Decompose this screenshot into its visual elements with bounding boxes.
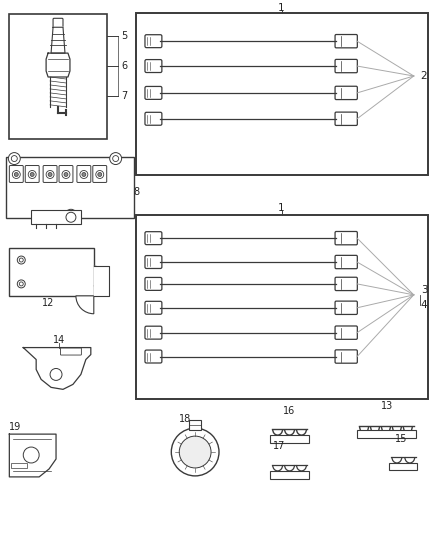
Text: 4: 4 xyxy=(420,300,426,310)
FancyBboxPatch shape xyxy=(145,35,162,47)
Circle shape xyxy=(65,209,77,221)
Polygon shape xyxy=(23,348,91,389)
Wedge shape xyxy=(76,296,94,314)
Circle shape xyxy=(19,258,23,262)
FancyBboxPatch shape xyxy=(334,231,357,245)
Circle shape xyxy=(48,173,52,176)
Bar xyxy=(9,14,106,139)
FancyBboxPatch shape xyxy=(53,18,63,28)
FancyBboxPatch shape xyxy=(145,232,162,245)
Bar xyxy=(6,157,133,218)
FancyBboxPatch shape xyxy=(9,166,23,182)
Text: 19: 19 xyxy=(9,422,21,432)
Text: 8: 8 xyxy=(133,188,139,197)
FancyBboxPatch shape xyxy=(77,166,91,182)
FancyBboxPatch shape xyxy=(145,301,162,314)
Polygon shape xyxy=(51,27,65,53)
Text: 15: 15 xyxy=(394,434,406,444)
Circle shape xyxy=(50,368,62,381)
Circle shape xyxy=(12,171,20,179)
Text: 5: 5 xyxy=(121,31,127,41)
Text: 14: 14 xyxy=(53,335,65,345)
FancyBboxPatch shape xyxy=(334,35,357,48)
FancyBboxPatch shape xyxy=(145,86,162,99)
Polygon shape xyxy=(94,266,109,296)
Circle shape xyxy=(17,256,25,264)
FancyBboxPatch shape xyxy=(145,112,162,125)
Text: 6: 6 xyxy=(121,61,127,71)
Bar xyxy=(11,463,27,468)
Circle shape xyxy=(8,152,20,165)
Circle shape xyxy=(23,447,39,463)
Polygon shape xyxy=(46,53,70,77)
Text: 17: 17 xyxy=(273,441,285,451)
Circle shape xyxy=(46,171,54,179)
Bar xyxy=(135,215,427,399)
Circle shape xyxy=(28,171,36,179)
FancyBboxPatch shape xyxy=(334,326,357,340)
FancyBboxPatch shape xyxy=(92,166,106,182)
Circle shape xyxy=(171,428,219,476)
Bar xyxy=(189,420,201,430)
Text: 13: 13 xyxy=(380,401,392,411)
FancyBboxPatch shape xyxy=(25,166,39,182)
Bar xyxy=(31,211,81,224)
Circle shape xyxy=(113,156,118,161)
Text: 1: 1 xyxy=(278,3,284,13)
FancyBboxPatch shape xyxy=(334,301,357,314)
FancyBboxPatch shape xyxy=(145,255,162,269)
Text: 3: 3 xyxy=(420,285,426,295)
FancyBboxPatch shape xyxy=(334,86,357,100)
FancyBboxPatch shape xyxy=(334,112,357,125)
Bar xyxy=(269,435,309,443)
Bar xyxy=(388,463,416,470)
Circle shape xyxy=(68,212,74,218)
Circle shape xyxy=(17,280,25,288)
Circle shape xyxy=(98,173,102,176)
FancyBboxPatch shape xyxy=(334,277,357,290)
FancyBboxPatch shape xyxy=(43,166,57,182)
Bar xyxy=(135,13,427,175)
Circle shape xyxy=(19,282,23,286)
Bar xyxy=(356,430,415,438)
FancyBboxPatch shape xyxy=(334,59,357,72)
Bar xyxy=(50,77,66,107)
Circle shape xyxy=(66,212,76,222)
Circle shape xyxy=(11,156,17,161)
Polygon shape xyxy=(9,434,56,477)
FancyBboxPatch shape xyxy=(59,166,73,182)
Circle shape xyxy=(14,173,18,176)
Circle shape xyxy=(80,171,88,179)
Circle shape xyxy=(62,171,70,179)
Circle shape xyxy=(30,173,34,176)
FancyBboxPatch shape xyxy=(145,326,162,339)
Text: 18: 18 xyxy=(179,414,191,424)
FancyBboxPatch shape xyxy=(145,350,162,363)
FancyBboxPatch shape xyxy=(145,60,162,72)
Circle shape xyxy=(179,436,211,468)
Text: 2: 2 xyxy=(420,71,426,81)
Circle shape xyxy=(110,152,121,165)
Text: 16: 16 xyxy=(283,406,295,416)
FancyBboxPatch shape xyxy=(334,350,357,363)
Bar xyxy=(269,471,309,479)
Circle shape xyxy=(95,171,103,179)
Text: 1: 1 xyxy=(278,203,284,213)
FancyBboxPatch shape xyxy=(60,348,81,355)
Bar xyxy=(9,248,94,296)
Circle shape xyxy=(82,173,86,176)
Circle shape xyxy=(64,173,68,176)
FancyBboxPatch shape xyxy=(334,255,357,269)
FancyBboxPatch shape xyxy=(145,278,162,290)
Text: 12: 12 xyxy=(42,298,54,308)
Text: 7: 7 xyxy=(121,91,127,101)
